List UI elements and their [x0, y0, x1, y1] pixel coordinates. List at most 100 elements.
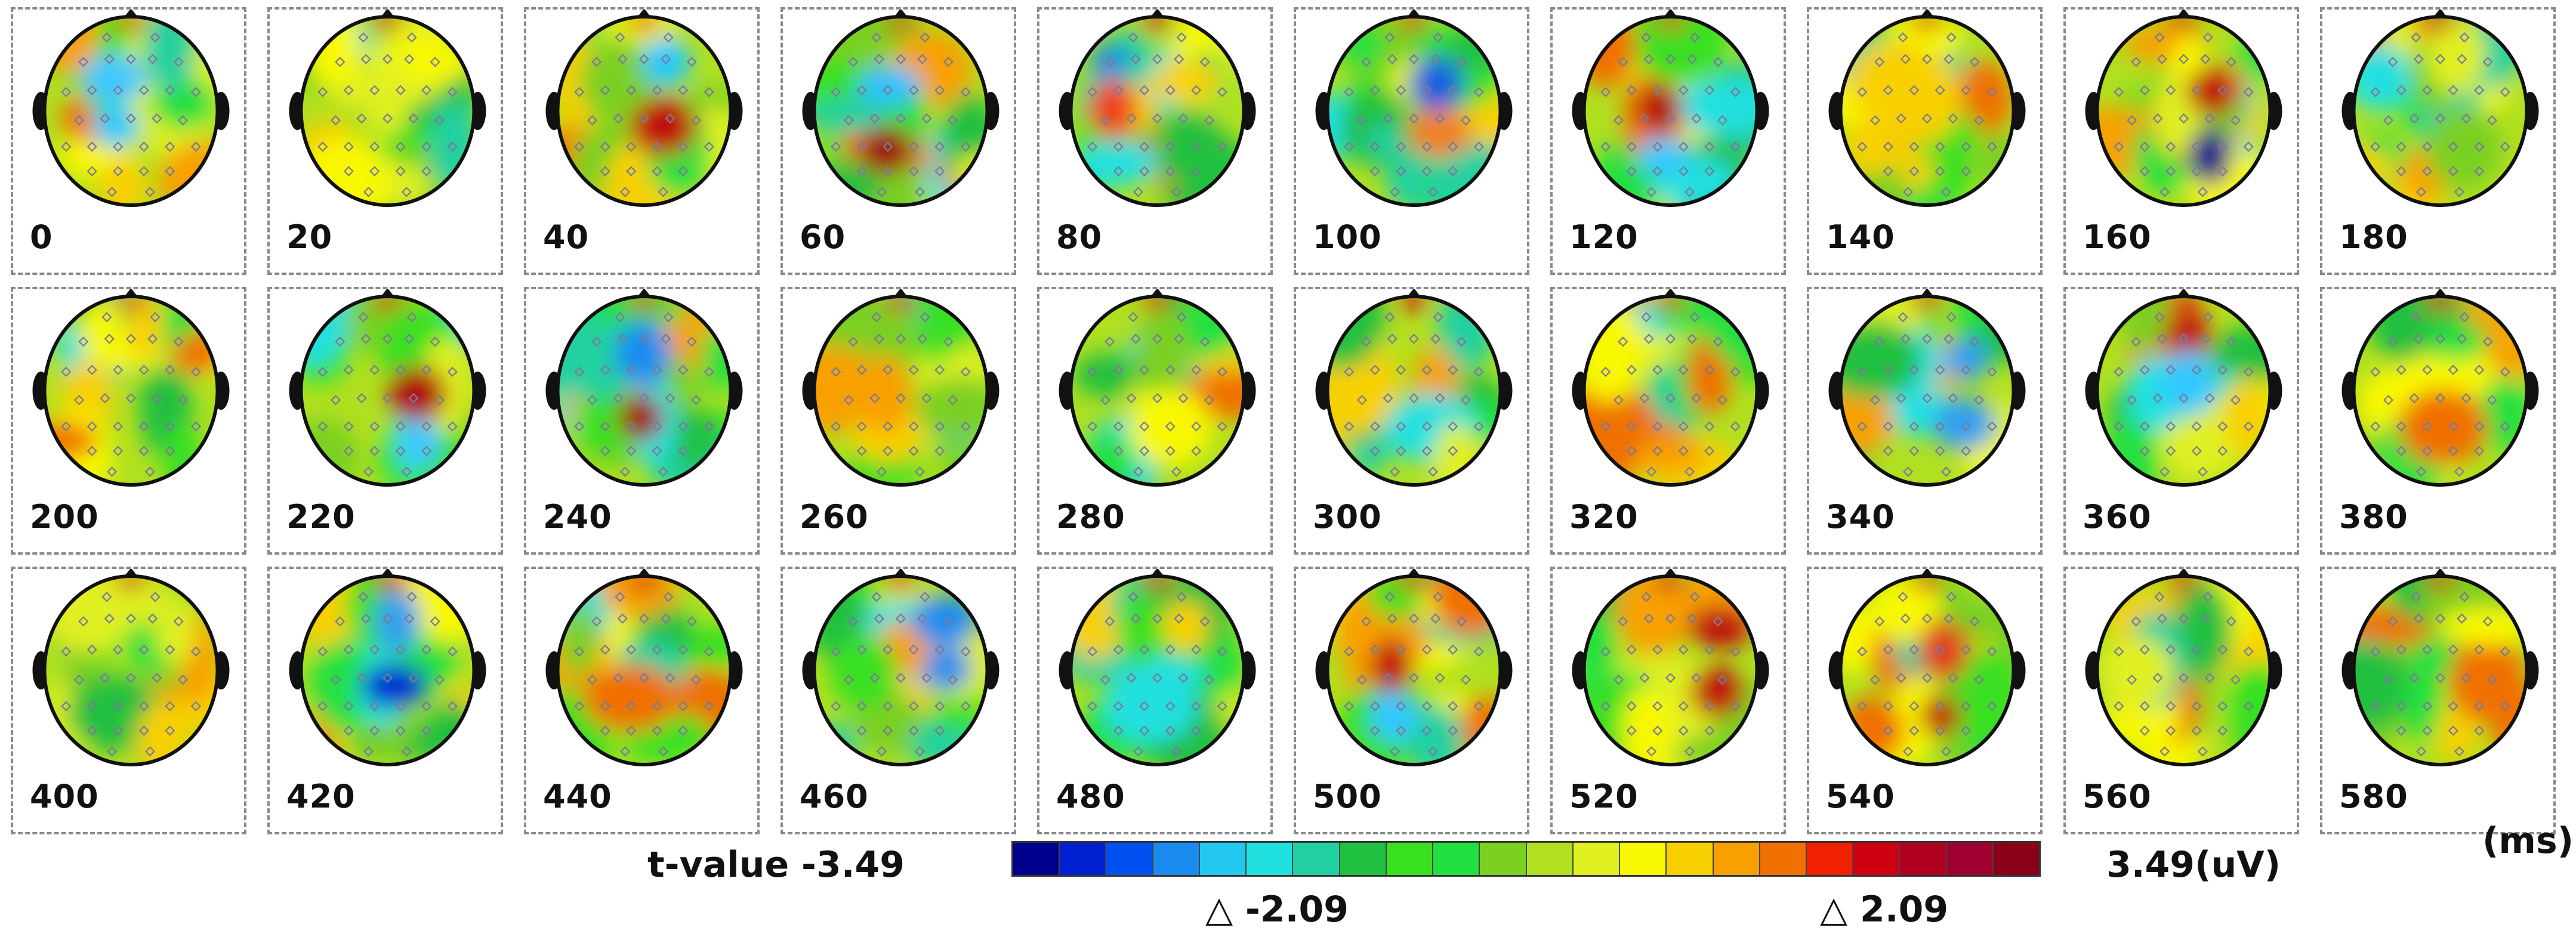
electrode-marker: [2422, 446, 2433, 456]
electrode-marker: [1430, 613, 1441, 624]
electrode-marker: [1665, 393, 1676, 404]
electrode-marker: [1087, 141, 1098, 152]
electrode-marker: [2191, 421, 2202, 432]
electrode-marker: [1626, 421, 1637, 432]
electrode-marker: [1178, 393, 1189, 404]
electrode-marker: [686, 57, 697, 67]
electrode-marker: [856, 446, 867, 456]
electrode-marker: [626, 644, 637, 655]
timepoint-label: 100: [1313, 218, 1382, 256]
topomap-cell: 40: [524, 7, 760, 275]
electrode-marker: [404, 613, 415, 624]
electrode-marker: [1626, 141, 1637, 152]
electrode-marker: [1883, 701, 1893, 712]
electrode-marker: [574, 86, 585, 98]
electrode-marker: [1369, 644, 1380, 655]
electrode-marker: [908, 421, 919, 432]
electrode-marker: [343, 725, 354, 736]
colorbar-segment: [1013, 843, 1060, 875]
topomap-cell: 160: [2063, 7, 2299, 275]
electrode-marker: [1857, 141, 1868, 152]
electrode-marker: [1408, 673, 1420, 683]
electrode-marker: [1961, 701, 1972, 712]
electrode-marker: [408, 673, 419, 683]
electrode-marker: [2474, 141, 2485, 152]
electrode-marker: [1986, 141, 1997, 152]
electrode-marker: [343, 166, 354, 177]
colorbar-neg-threshold-label: △ -2.09: [1205, 889, 1349, 930]
electrode-marker: [1921, 54, 1933, 64]
electrode-marker: [1730, 421, 1741, 432]
timepoint-label: 60: [800, 218, 846, 256]
electrode-marker: [1361, 616, 1372, 627]
electrode-marker: [1396, 421, 1406, 432]
electrode-marker: [138, 141, 149, 152]
electrode-marker: [1152, 393, 1163, 404]
electrode-marker: [1191, 644, 1202, 655]
electrode-marker: [395, 141, 406, 152]
electrode-marker: [1105, 336, 1115, 347]
electrode-marker: [574, 701, 585, 712]
electrode-marker: [78, 336, 89, 347]
topomap-cell: 260: [780, 287, 1016, 555]
electrode-marker: [2500, 141, 2510, 152]
electrode-marker: [2474, 446, 2485, 456]
electrode-marker: [113, 141, 124, 152]
electrode-marker: [617, 613, 628, 624]
timepoint-label: 120: [1569, 218, 1639, 256]
electrode-marker: [1165, 644, 1176, 655]
colorbar-segment: [1900, 843, 1947, 875]
scalp-topomap: [545, 10, 743, 207]
scalp-topomap: [545, 569, 743, 766]
electrode-marker: [2230, 115, 2241, 126]
electrode-marker: [1473, 701, 1484, 712]
electrode-marker: [2461, 393, 2472, 404]
electrode-marker: [856, 364, 867, 375]
electrode-marker: [1344, 366, 1355, 378]
electrode-marker: [1678, 166, 1689, 177]
electrode-marker: [626, 446, 637, 456]
electrode-marker: [652, 446, 662, 456]
topomap-hotspot-b: [400, 419, 440, 466]
electrode-marker: [908, 141, 919, 152]
electrode-marker: [1217, 421, 1227, 432]
electrode-marker: [686, 336, 697, 347]
electrode-marker: [1909, 725, 1920, 736]
electrode-marker: [2157, 613, 2167, 624]
electrode-marker: [1113, 364, 1124, 375]
electrode-marker: [1152, 54, 1163, 64]
electrode-marker: [869, 393, 880, 404]
electrode-marker: [1883, 421, 1893, 432]
electrode-marker: [856, 85, 867, 95]
electrode-marker: [363, 187, 374, 197]
electrode-marker: [1713, 336, 1723, 347]
electrode-marker: [1935, 725, 1945, 736]
electrode-marker: [1678, 85, 1689, 95]
electrode-marker: [421, 141, 432, 152]
electrode-marker: [1973, 395, 1985, 406]
electrode-marker: [1639, 673, 1650, 683]
topomap-cell: 0: [11, 7, 246, 275]
electrode-marker: [2435, 393, 2446, 404]
electrode-marker: [382, 673, 393, 683]
electrode-marker: [421, 644, 432, 655]
electrode-marker: [138, 644, 149, 655]
electrode-marker: [690, 395, 702, 406]
electrode-marker: [421, 421, 432, 432]
electrode-marker: [335, 336, 345, 347]
scalp-topomap: [2341, 289, 2539, 487]
electrode-marker: [2474, 725, 2485, 736]
electrode-marker: [869, 673, 880, 683]
electrode-marker: [1387, 613, 1397, 624]
timepoint-label: 560: [2083, 778, 2152, 815]
electrode-marker: [2422, 166, 2433, 177]
electrode-marker: [1344, 421, 1355, 432]
time-unit-label: (ms): [2482, 820, 2574, 862]
electrode-marker: [831, 141, 841, 152]
electrode-marker: [2422, 644, 2433, 655]
electrode-marker: [395, 701, 406, 712]
topomap-hotspot-b: [92, 106, 140, 148]
electrode-marker: [1652, 446, 1663, 456]
electrode-marker: [2435, 333, 2446, 344]
electrode-marker: [101, 592, 112, 602]
